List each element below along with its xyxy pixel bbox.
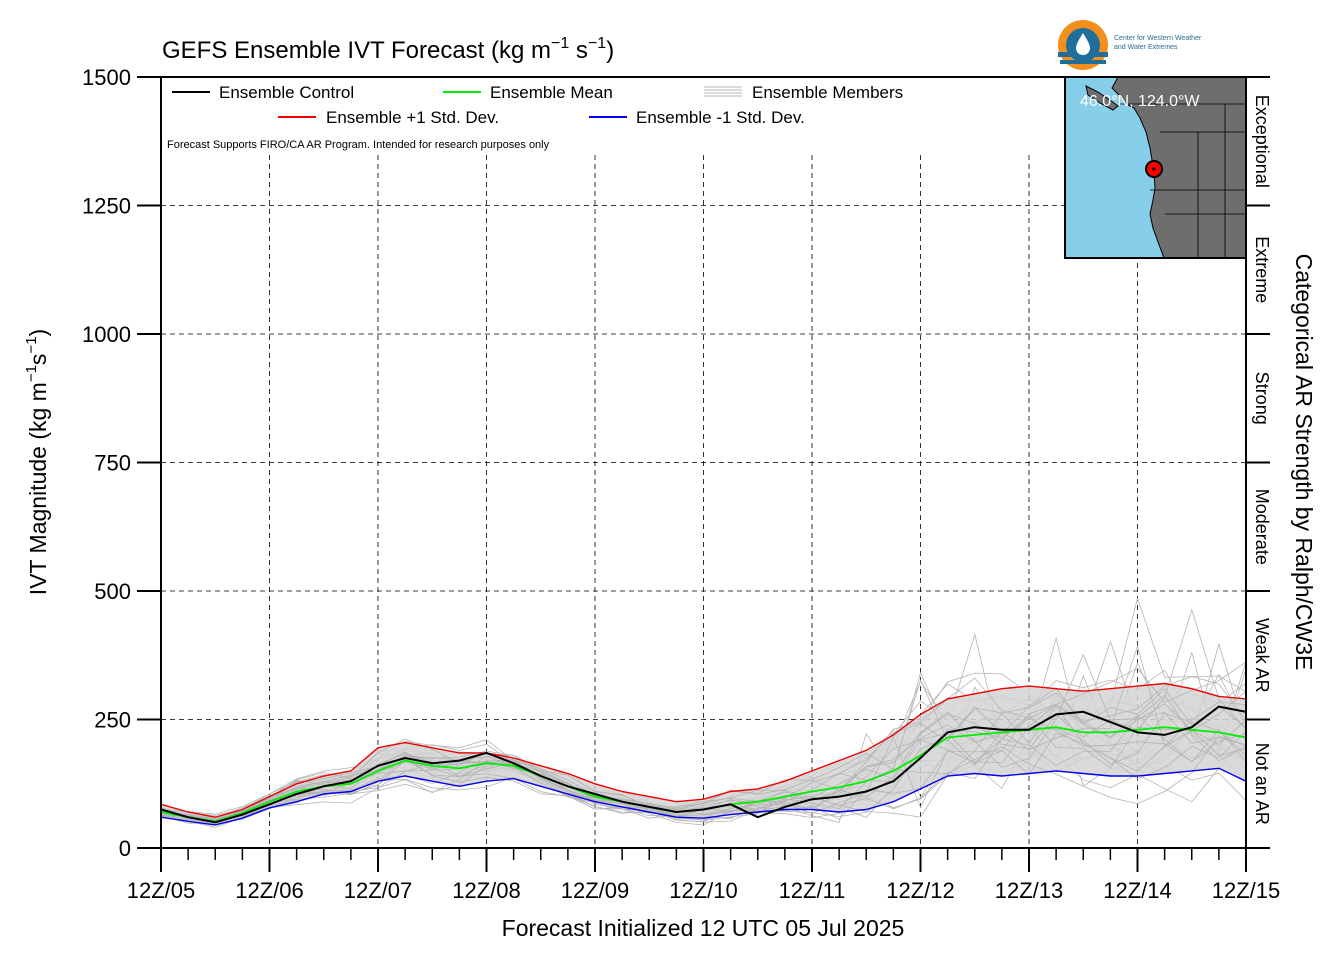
y-tick-label: 1500 bbox=[82, 65, 131, 90]
inset-frame bbox=[1064, 76, 1247, 259]
right-axis-title: Categorical AR Strength by Ralph/CW3E bbox=[1291, 254, 1317, 671]
logo-line-1: Center for Western Weather bbox=[1114, 35, 1202, 42]
category-label: Exceptional bbox=[1252, 95, 1272, 188]
legend-members-swatch bbox=[704, 86, 742, 97]
x-axis-title: Forecast Initialized 12 UTC 05 Jul 2025 bbox=[502, 915, 905, 941]
disclaimer-text: Forecast Supports FIRO/CA AR Program. In… bbox=[167, 139, 550, 151]
y-tick-label: 1250 bbox=[82, 194, 131, 219]
inset-location-label: 46.0°N, 124.0°W bbox=[1080, 93, 1200, 110]
logo-drop-icon bbox=[1076, 33, 1090, 55]
location-marker-dot bbox=[1152, 167, 1156, 171]
category-label: Moderate bbox=[1252, 489, 1272, 565]
y-tick-label: 0 bbox=[119, 836, 131, 861]
category-label: Weak AR bbox=[1252, 618, 1272, 693]
x-tick-label: 12Z/05 bbox=[127, 878, 196, 903]
y-axis-title: IVT Magnitude (kg m−1s−1) bbox=[23, 329, 51, 595]
legend-mean-label: Ensemble Mean bbox=[490, 83, 613, 102]
x-tick-label: 12Z/14 bbox=[1103, 878, 1172, 903]
x-tick-label: 12Z/08 bbox=[452, 878, 521, 903]
x-tick-label: 12Z/09 bbox=[561, 878, 630, 903]
x-tick-label: 12Z/11 bbox=[779, 878, 846, 903]
x-tick-label: 12Z/12 bbox=[886, 878, 955, 903]
x-tick-label: 12Z/10 bbox=[669, 878, 738, 903]
inset-map: 46.0°N, 124.0°W bbox=[1064, 76, 1247, 259]
legend-minus-label: Ensemble -1 Std. Dev. bbox=[636, 108, 805, 127]
x-tick-label: 12Z/06 bbox=[235, 878, 304, 903]
logo-water-band-2 bbox=[1060, 60, 1106, 64]
legend-control-label: Ensemble Control bbox=[219, 83, 354, 102]
x-tick-label: 12Z/13 bbox=[995, 878, 1064, 903]
y-tick-label: 250 bbox=[94, 708, 131, 733]
y-tick-label: 500 bbox=[94, 579, 131, 604]
cw3e-logo bbox=[1058, 20, 1108, 70]
inset-land bbox=[1111, 76, 1247, 259]
inset-borders bbox=[1120, 103, 1246, 258]
legend-plus-label: Ensemble +1 Std. Dev. bbox=[326, 108, 499, 127]
legend: Ensemble Control Ensemble Mean Ensemble … bbox=[167, 83, 903, 151]
y-axis: 0 250 500 750 1000 1250 1500 bbox=[82, 65, 161, 861]
category-label: Strong bbox=[1252, 372, 1272, 425]
x-tick-label: 12Z/15 bbox=[1212, 878, 1281, 903]
logo-line-2: and Water Extremes bbox=[1114, 44, 1178, 51]
x-axis: 12Z/05 12Z/06 12Z/07 12Z/08 12Z/09 12Z/10 12Z/… bbox=[127, 848, 1281, 903]
x-tick-label: 12Z/07 bbox=[344, 878, 413, 903]
inset-island bbox=[1085, 85, 1119, 111]
std-dev-band bbox=[161, 670, 1246, 825]
y-tick-label: 750 bbox=[94, 451, 131, 476]
chart-title: GEFS Ensemble IVT Forecast (kg m−1 s−1) bbox=[162, 35, 614, 64]
y-tick-label: 1000 bbox=[82, 322, 131, 347]
category-label: Not an AR bbox=[1252, 743, 1272, 825]
category-label: Extreme bbox=[1252, 236, 1272, 303]
legend-members-label: Ensemble Members bbox=[752, 83, 903, 102]
right-category-axis: Not an AR Weak AR Moderate Strong Extreme Exc… bbox=[1246, 76, 1272, 849]
